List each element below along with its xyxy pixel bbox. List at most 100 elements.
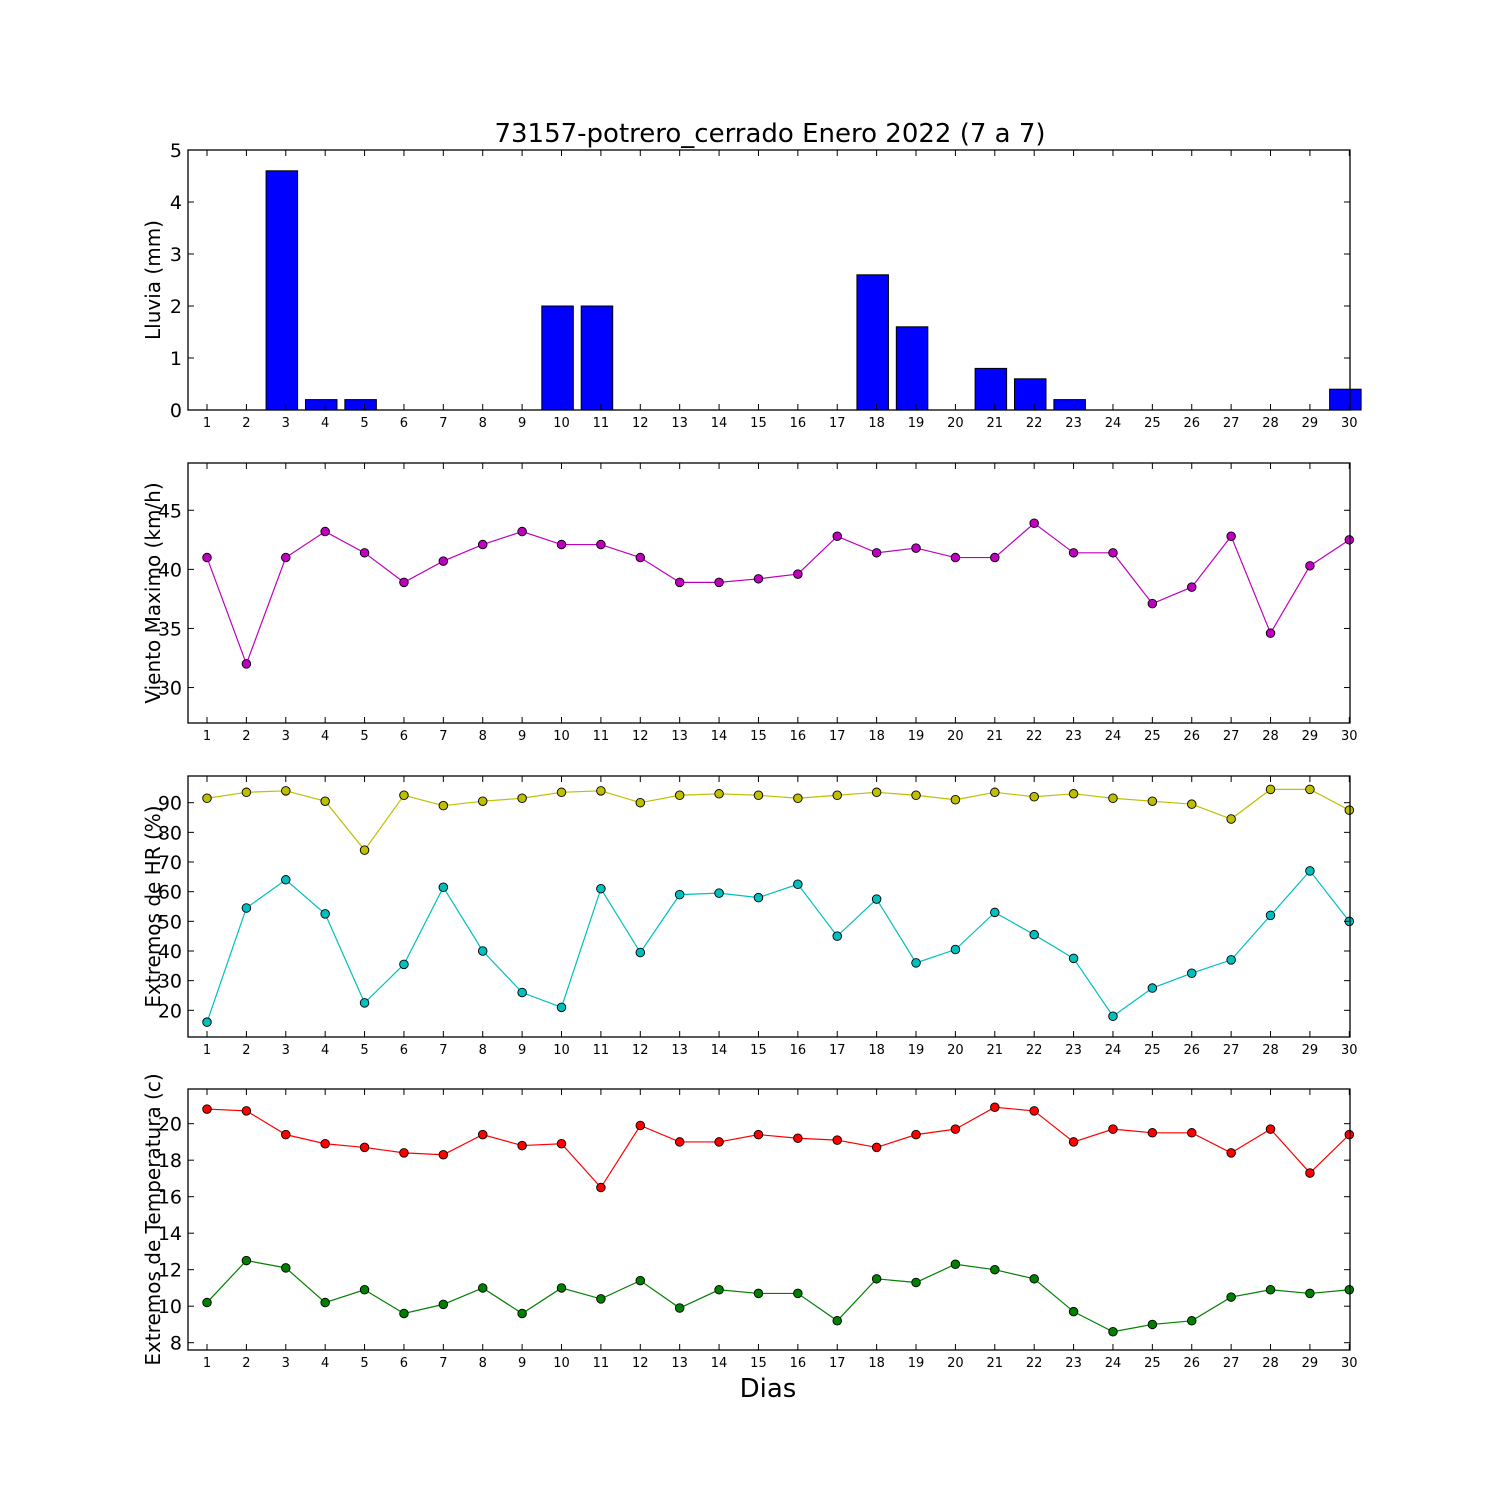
- temperature-y-tick-label: 12: [158, 1260, 182, 1282]
- wind-series-1-point-day-21: [990, 552, 1000, 563]
- temperature-series-1-point-day-30: [1344, 1129, 1355, 1140]
- temperature-x-tick-label: 20: [947, 1356, 964, 1371]
- temperature-x-tick-label: 26: [1183, 1356, 1200, 1371]
- humidity-series-2-point-day-5: [359, 998, 370, 1008]
- wind-x-tick-label: 8: [479, 729, 487, 744]
- humidity-series-1-point-day-20: [950, 794, 961, 805]
- wind-axes-frame: [187, 462, 1351, 724]
- wind-series-1-point-day-4: [320, 526, 330, 537]
- temperature-x-tick-label: 25: [1144, 1356, 1161, 1371]
- wind-x-tick-label: 11: [593, 729, 610, 744]
- humidity-panel: 1 2 3 4 5 6 7 8 9 10 11 12 13 14 15 16 17 18 19 20 21 22 23 24 2…: [141, 775, 1358, 1058]
- temperature-series-2-point-day-25: [1147, 1319, 1158, 1330]
- temperature-series-2-point-day-9: [517, 1308, 527, 1319]
- rain-y-tick-label: 1: [170, 348, 182, 370]
- humidity-series-2-point-day-27: [1226, 955, 1236, 965]
- humidity-x-tick-label: 19: [908, 1043, 925, 1058]
- temperature-x-tick-label: 3: [282, 1356, 290, 1371]
- rain-x-tick-label: 14: [711, 416, 728, 431]
- wind-series-1-point-day-2: [241, 659, 252, 669]
- rain-x-tick-label: 15: [750, 416, 767, 431]
- rain-y-axis-label: Lluvia (mm): [141, 220, 165, 340]
- wind-y-axis-label: Viento Maximo (km/h): [141, 482, 165, 703]
- wind-series-1-line: [206, 522, 1350, 666]
- rain-x-tick-label: 8: [479, 416, 487, 431]
- temperature-x-tick-label: 8: [479, 1356, 487, 1371]
- humidity-series-2-point-day-19: [911, 958, 921, 968]
- rain-x-tick-label: 22: [1026, 416, 1043, 431]
- temperature-series-2-point-day-3: [281, 1263, 291, 1273]
- humidity-series-2-point-day-25: [1147, 983, 1158, 993]
- x-axis-label: Dias: [740, 1374, 797, 1404]
- temperature-x-tick-label: 11: [593, 1356, 610, 1371]
- humidity-x-tick-label: 1: [203, 1043, 211, 1058]
- temperature-series-2-point-day-1: [202, 1297, 212, 1308]
- wind-x-tick-label: 5: [360, 729, 368, 744]
- humidity-x-tick-label: 13: [671, 1043, 688, 1058]
- rain-x-tick-label: 7: [439, 416, 447, 431]
- wind-series-1-point-day-9: [517, 526, 527, 537]
- temperature-x-tick-label: 16: [790, 1356, 807, 1371]
- humidity-series-1-point-day-13: [674, 790, 685, 801]
- temperature-x-tick-label: 18: [868, 1356, 885, 1371]
- humidity-series-2-point-day-11: [596, 883, 606, 894]
- humidity-x-tick-label: 26: [1183, 1043, 1200, 1058]
- wind-series-1-point-day-14: [714, 577, 724, 588]
- humidity-series-2-line: [206, 869, 1350, 1023]
- humidity-x-tick-label: 30: [1341, 1043, 1358, 1058]
- wind-y-tick-label: 45: [158, 500, 182, 522]
- wind-series-1-point-day-3: [281, 552, 291, 563]
- wind-x-tick-label: 19: [908, 729, 925, 744]
- rain-bar-day-21: [974, 367, 1008, 411]
- humidity-series-1-point-day-9: [517, 793, 527, 803]
- temperature-series-1-point-day-18: [871, 1142, 882, 1153]
- wind-x-tick-label: 27: [1223, 729, 1240, 744]
- rain-x-tick-label: 25: [1144, 416, 1161, 431]
- wind-x-tick-label: 22: [1026, 729, 1043, 744]
- humidity-y-tick-label: 60: [158, 882, 182, 904]
- temperature-series-1-point-day-6: [399, 1148, 409, 1158]
- humidity-series-1-point-day-23: [1068, 789, 1079, 799]
- rain-x-tick-label: 18: [868, 416, 885, 431]
- rain-bar-day-23: [1053, 399, 1086, 411]
- wind-x-tick-label: 20: [947, 729, 964, 744]
- humidity-series-1-point-day-25: [1147, 796, 1158, 806]
- humidity-x-tick-label: 9: [518, 1043, 526, 1058]
- rain-y-tick-label: 0: [170, 400, 182, 422]
- temperature-series-2-line: [206, 1259, 1350, 1333]
- rain-x-tick-label: 21: [987, 416, 1004, 431]
- wind-series-1-point-day-22: [1029, 518, 1039, 529]
- temperature-x-tick-label: 23: [1065, 1356, 1082, 1371]
- temperature-y-tick-label: 16: [158, 1187, 182, 1209]
- temperature-x-tick-label: 19: [908, 1356, 925, 1371]
- wind-series-1-point-day-6: [399, 577, 409, 588]
- humidity-series-2-point-day-10: [556, 1002, 567, 1013]
- wind-series-1-point-day-7: [438, 556, 449, 566]
- rain-x-tick-label: 17: [829, 416, 846, 431]
- temperature-series-1-point-day-10: [556, 1139, 567, 1149]
- wind-x-tick-label: 23: [1065, 729, 1082, 744]
- humidity-series-2-point-day-29: [1305, 866, 1315, 876]
- temperature-series-2-point-day-11: [596, 1294, 606, 1304]
- humidity-series-2-point-day-14: [714, 888, 724, 898]
- wind-series-1-point-day-13: [674, 577, 685, 588]
- temperature-series-1-point-day-5: [359, 1142, 370, 1153]
- temperature-series-2-point-day-19: [911, 1277, 921, 1288]
- temperature-series-1-point-day-1: [202, 1104, 212, 1114]
- humidity-x-tick-label: 24: [1105, 1043, 1122, 1058]
- humidity-x-tick-label: 3: [282, 1043, 290, 1058]
- wind-x-tick-label: 13: [671, 729, 688, 744]
- temperature-series-2-point-day-14: [714, 1285, 724, 1295]
- temperature-series-2-point-day-12: [635, 1275, 646, 1286]
- temperature-series-2-point-day-30: [1344, 1285, 1355, 1295]
- temperature-x-tick-label: 10: [553, 1356, 570, 1371]
- humidity-series-2-point-day-2: [241, 903, 252, 913]
- wind-x-tick-label: 30: [1341, 729, 1358, 744]
- temperature-y-tick-label: 8: [170, 1333, 182, 1355]
- humidity-series-2-point-day-12: [635, 947, 646, 958]
- humidity-series-1-point-day-24: [1108, 793, 1118, 803]
- temperature-series-1-point-day-29: [1305, 1168, 1315, 1178]
- wind-x-tick-label: 9: [518, 729, 526, 744]
- rain-x-tick-label: 1: [203, 416, 211, 431]
- wind-series-1-point-day-8: [477, 539, 488, 550]
